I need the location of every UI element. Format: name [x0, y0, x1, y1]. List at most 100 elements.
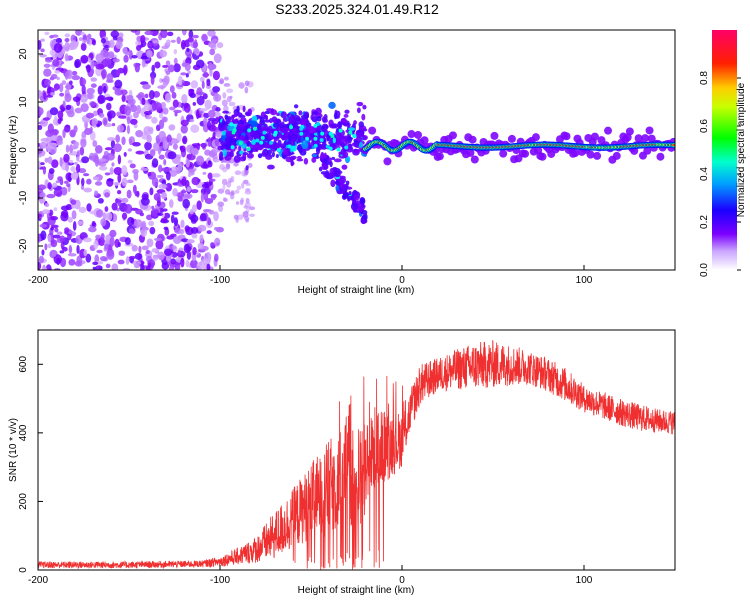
spectrogram-cell	[47, 156, 53, 165]
spectrogram-cell	[151, 176, 159, 187]
spectrogram-cell	[238, 114, 246, 118]
spectrogram-cell	[235, 126, 242, 131]
snr-x-tick-label: 100	[576, 575, 593, 586]
spectrogram-cell	[168, 199, 174, 208]
spectrogram-cell	[92, 266, 97, 270]
spectrogram-cell	[109, 229, 117, 238]
spectrogram-cell	[86, 92, 94, 100]
spectrogram-cell	[78, 168, 87, 174]
spectrogram-cell	[341, 164, 348, 170]
spectrogram-cell	[249, 213, 255, 217]
spectrogram-cell	[51, 88, 58, 92]
spectrogram-cell	[612, 151, 621, 160]
spectrogram-cell	[44, 243, 48, 251]
spectrogram-cell	[328, 101, 336, 109]
spectrogram-cell	[52, 128, 59, 136]
spectrogram-cell	[140, 228, 148, 237]
spectrogram-cell	[358, 121, 365, 129]
chart-title: S233.2025.324.01.49.R12	[275, 1, 439, 17]
spectrogram-cell	[80, 96, 86, 101]
spectrogram-cell	[207, 172, 213, 180]
spectrogram-cell	[39, 192, 46, 199]
spectrogram-cell	[238, 82, 245, 89]
spectrogram-cell	[189, 92, 196, 99]
spectrogram-cell	[211, 120, 215, 131]
spectrogram-cell	[207, 217, 212, 226]
spectrogram-cell	[270, 143, 278, 152]
spectrogram-cell	[325, 171, 330, 179]
spectrogram-cell	[414, 130, 423, 139]
spectrogram-cell	[128, 98, 136, 106]
spectrogram-cell	[189, 259, 198, 269]
spectrogram-cell	[117, 242, 121, 248]
spectrogram-cell	[151, 116, 158, 124]
spectrogram-cell	[67, 253, 77, 257]
spectrogram-cell	[162, 116, 167, 123]
colorbar-tick-label: 0.0	[699, 263, 710, 277]
spectrogram-cell	[180, 39, 187, 50]
spectrogram-cell	[124, 51, 131, 56]
spectrogram-cell	[571, 149, 580, 158]
spectrogram-cell	[320, 131, 325, 136]
spectrogram-cell	[76, 255, 83, 265]
spectrogram-cell	[299, 119, 306, 125]
spectrogram-cell	[262, 130, 267, 135]
spectrogram-cell	[645, 126, 654, 135]
spectrogram-cell	[307, 144, 312, 150]
spectrogram-cell	[80, 184, 85, 190]
spectrogram-cell	[111, 123, 116, 127]
spectrogram-image	[38, 30, 675, 270]
spectrogram-cell	[625, 127, 634, 136]
spectrogram-cell	[241, 182, 245, 189]
spectrogram-cell	[116, 189, 122, 195]
spectrogram-cell	[110, 30, 120, 38]
spectrogram-cell	[337, 121, 342, 129]
spectrogram-cell	[173, 63, 181, 73]
spectrogram-cell	[131, 54, 138, 59]
spectrogram-cell	[165, 171, 171, 181]
spectrogram-cell	[117, 115, 127, 119]
spectrogram-cell	[208, 41, 217, 48]
spectrogram-cell	[93, 176, 100, 181]
spectrogram-cell	[360, 128, 368, 132]
spectrogram-cell	[125, 256, 130, 265]
spectrogram-cell	[140, 167, 149, 171]
spectrogram-cell	[107, 212, 113, 221]
spectrogram-cell	[340, 178, 344, 185]
spectrogram-cell	[167, 64, 175, 73]
snr-series-line	[38, 339, 675, 570]
spectrogram-cell	[57, 118, 62, 124]
spectrogram-cell	[94, 157, 99, 167]
spectrogram-cell	[220, 141, 226, 146]
spectrogram-cell	[53, 207, 58, 212]
spectrogram-cell	[132, 184, 137, 194]
spectrogram-cell	[39, 54, 47, 58]
spectrogram-cell	[101, 68, 107, 79]
spectrogram-cell	[43, 68, 52, 77]
spectrogram-cell	[267, 125, 273, 132]
spectrogram-cell	[215, 107, 221, 112]
spectrogram-cell	[40, 162, 45, 166]
spectrogram-cell	[240, 197, 244, 204]
spectrogram-cell	[604, 126, 613, 135]
spectrogram-cell	[135, 130, 144, 138]
spectrogram-cell	[320, 151, 325, 160]
spectrogram-cell	[201, 80, 205, 89]
spectrogram-cell	[242, 105, 246, 113]
spectrogram-cell	[319, 138, 324, 143]
spectrogram-cell	[328, 172, 335, 179]
spectrogram-cell	[68, 258, 76, 266]
spectrogram-cell	[113, 166, 123, 176]
spectrogram-cell	[362, 136, 367, 141]
spectrogram-cell	[67, 110, 75, 118]
spectrogram-cell	[179, 228, 185, 235]
spectrogram-cell	[88, 57, 92, 63]
spectrogram-cell	[41, 267, 48, 270]
spectrogram-cell	[269, 140, 274, 145]
spectrogram-cell	[192, 246, 197, 256]
spectrogram-cell	[323, 124, 329, 130]
spectrogram-cell	[109, 166, 114, 175]
spectrogram-cell	[223, 198, 228, 203]
spectrogram-cell	[170, 258, 176, 265]
spectrogram-cell	[236, 105, 240, 114]
